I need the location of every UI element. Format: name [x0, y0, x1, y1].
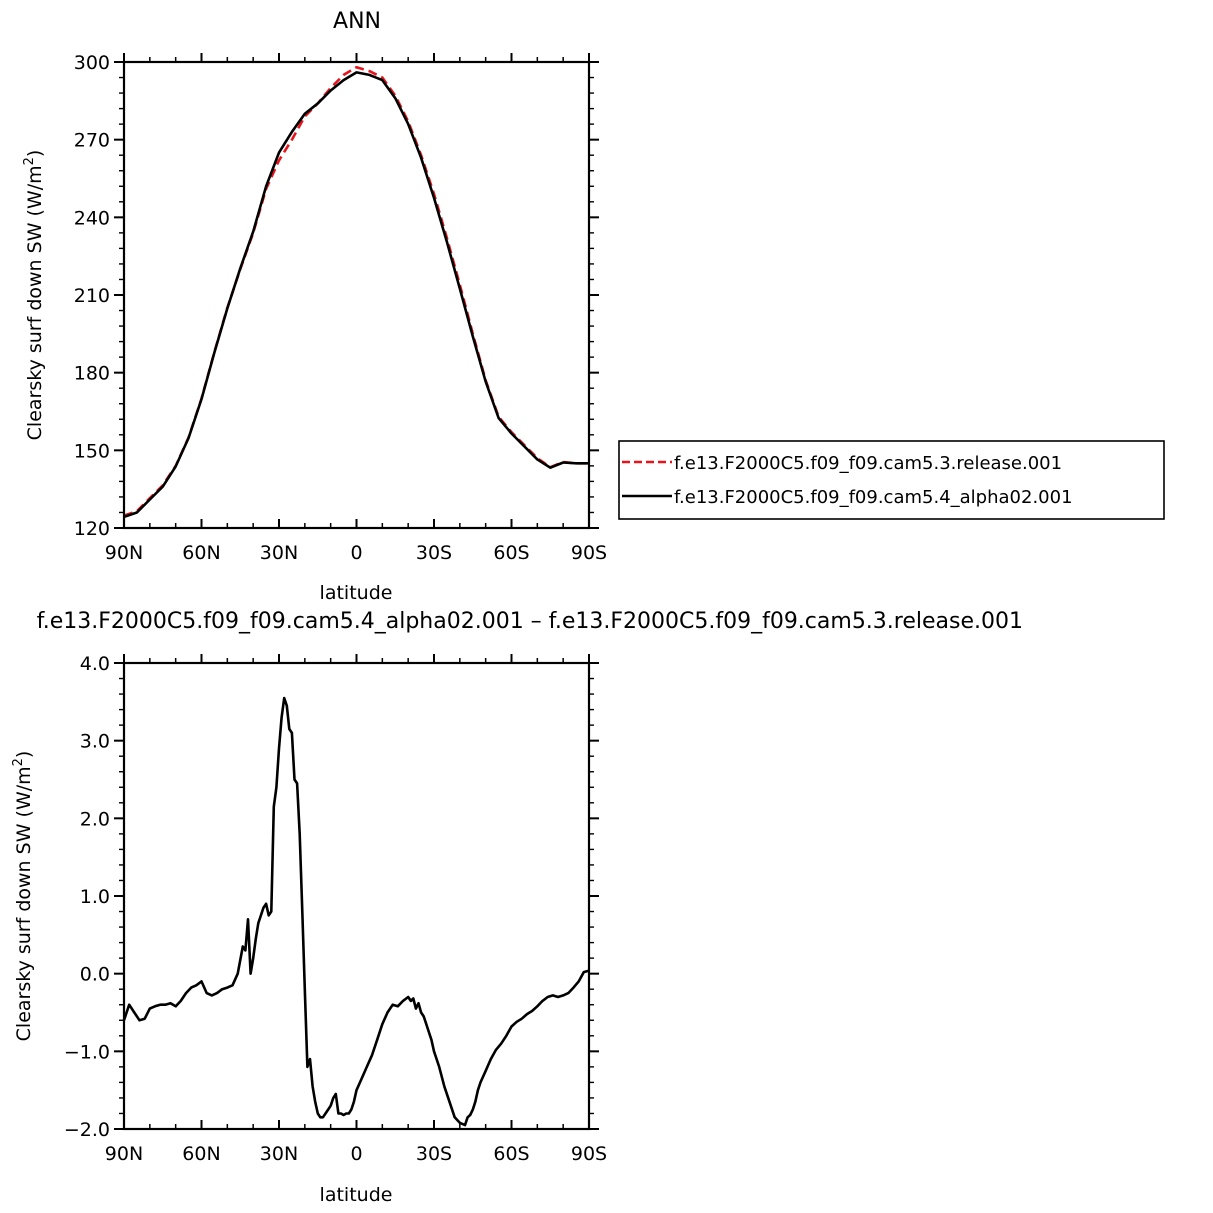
x-tick-label: 60N — [182, 1143, 220, 1165]
series-line-0 — [123, 65, 589, 517]
y-tick-label: 300 — [74, 52, 110, 74]
y-tick-label: −1.0 — [64, 1041, 110, 1063]
top-chart-ticks: 90N 60N 30N 0 30S 60S 90S 120 150 180 210 240 270 300 — [74, 52, 607, 564]
x-tick-label: 60S — [493, 1143, 529, 1165]
y-tick-label: 120 — [74, 518, 110, 540]
series-line-0 — [122, 696, 590, 1127]
legend-label-0: f.e13.F2000C5.f09_f09.cam5.3.release.001 — [674, 453, 1062, 474]
x-tick-label: 0 — [350, 542, 362, 564]
y-tick-label: 210 — [74, 285, 110, 307]
y-tick-label: 2.0 — [80, 808, 110, 830]
y-tick-label: −2.0 — [64, 1119, 110, 1141]
x-tick-label: 90S — [571, 542, 607, 564]
x-tick-label: 90N — [105, 1143, 143, 1165]
top-chart-frame — [122, 60, 591, 530]
y-tick-label: 270 — [74, 130, 110, 152]
bottom-chart-xlabel: latitude — [320, 1184, 393, 1206]
bottom-chart-series — [122, 696, 590, 1127]
top-chart-series — [123, 65, 589, 519]
legend-box — [618, 440, 1165, 520]
top-chart-xlabel: latitude — [320, 582, 393, 604]
bottom-chart-ylabel-close: ) — [13, 751, 35, 758]
top-chart-ylabel-sup: 2 — [22, 157, 37, 165]
legend-label-1: f.e13.F2000C5.f09_f09.cam5.4_alpha02.001 — [674, 487, 1073, 508]
x-tick-label: 60N — [182, 542, 220, 564]
top-chart-ylabel-text: Clearsky surf down SW (W/m — [24, 165, 46, 440]
y-tick-label: 0.0 — [80, 964, 110, 986]
y-tick-label: 180 — [74, 363, 110, 385]
top-chart-legend: f.e13.F2000C5.f09_f09.cam5.3.release.001… — [618, 440, 1165, 520]
series-line-1 — [123, 71, 589, 519]
x-tick-label: 30S — [416, 542, 452, 564]
bottom-chart-ticks: 90N 60N 30N 0 30S 60S 90S −2.0 −1.0 0.0 1.0 2.0 3.0 4… — [64, 653, 607, 1165]
y-tick-label: 240 — [74, 207, 110, 229]
bottom-chart-ylabel-text: Clearsky surf down SW (W/m — [13, 766, 35, 1041]
x-tick-label: 90N — [105, 542, 143, 564]
top-chart-title: ANN — [333, 9, 381, 34]
y-tick-label: 4.0 — [80, 653, 110, 675]
x-tick-label: 30N — [260, 1143, 298, 1165]
bottom-chart-title: f.e13.F2000C5.f09_f09.cam5.4_alpha02.001… — [37, 609, 1023, 634]
y-tick-label: 1.0 — [80, 886, 110, 908]
top-chart: ANN 90N 60N 30N 0 30S 60S 90S 120 150 180 210 240 27… — [22, 9, 1165, 604]
bottom-chart-ylabel: Clearsky surf down SW (W/m2) — [11, 751, 35, 1042]
x-tick-label: 60S — [493, 542, 529, 564]
top-chart-ylabel-close: ) — [24, 150, 46, 157]
y-tick-label: 3.0 — [80, 731, 110, 753]
x-tick-label: 90S — [571, 1143, 607, 1165]
bottom-chart-ylabel-sup: 2 — [11, 758, 26, 766]
x-tick-label: 30N — [260, 542, 298, 564]
bottom-chart: f.e13.F2000C5.f09_f09.cam5.4_alpha02.001… — [11, 609, 1023, 1206]
bottom-chart-frame — [122, 661, 591, 1131]
y-tick-label: 150 — [74, 440, 110, 462]
top-chart-ylabel: Clearsky surf down SW (W/m2) — [22, 150, 46, 441]
x-tick-label: 30S — [416, 1143, 452, 1165]
x-tick-label: 0 — [350, 1143, 362, 1165]
